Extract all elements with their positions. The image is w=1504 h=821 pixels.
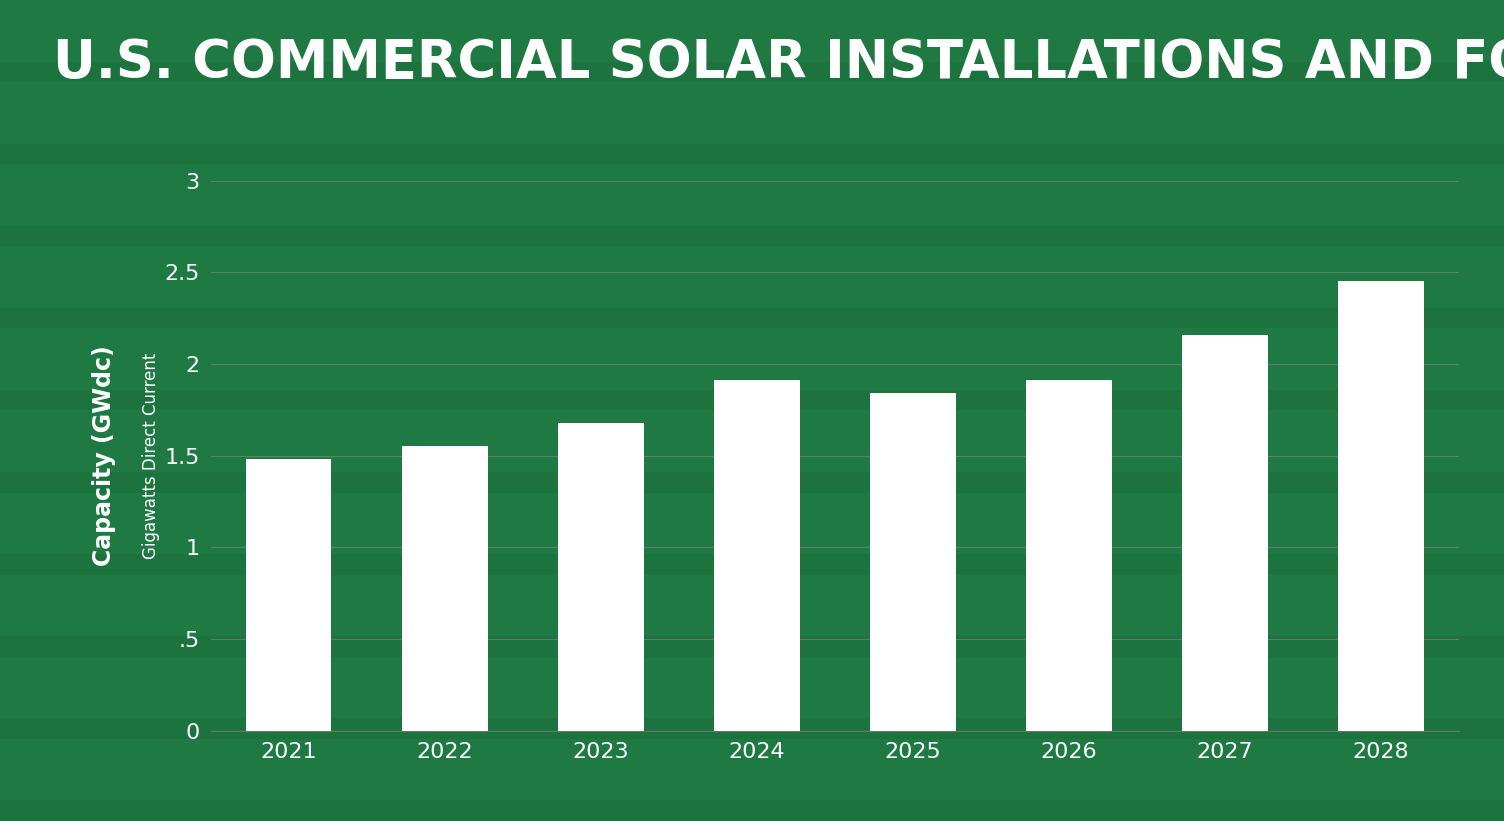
Text: Capacity (GWdc): Capacity (GWdc) [92, 346, 116, 566]
Bar [0, 308, 1504, 328]
Bar [0, 800, 1504, 821]
Text: U.S. COMMERCIAL SOLAR INSTALLATIONS AND FORECAST: U.S. COMMERCIAL SOLAR INSTALLATIONS AND … [53, 37, 1504, 89]
Bar [1182, 335, 1268, 731]
Bar [402, 447, 487, 731]
Bar [0, 636, 1504, 657]
Bar [0, 472, 1504, 493]
Bar [0, 718, 1504, 739]
Bar [0, 390, 1504, 410]
Bar [0, 226, 1504, 246]
Bar [1339, 282, 1424, 731]
Bar [558, 423, 644, 731]
Bar [0, 144, 1504, 164]
Bar [869, 393, 955, 731]
Bar [714, 380, 800, 731]
Bar [0, 62, 1504, 82]
Bar [245, 459, 331, 731]
Text: Gigawatts Direct Current: Gigawatts Direct Current [141, 352, 159, 559]
Bar [0, 554, 1504, 575]
Bar [1026, 380, 1111, 731]
